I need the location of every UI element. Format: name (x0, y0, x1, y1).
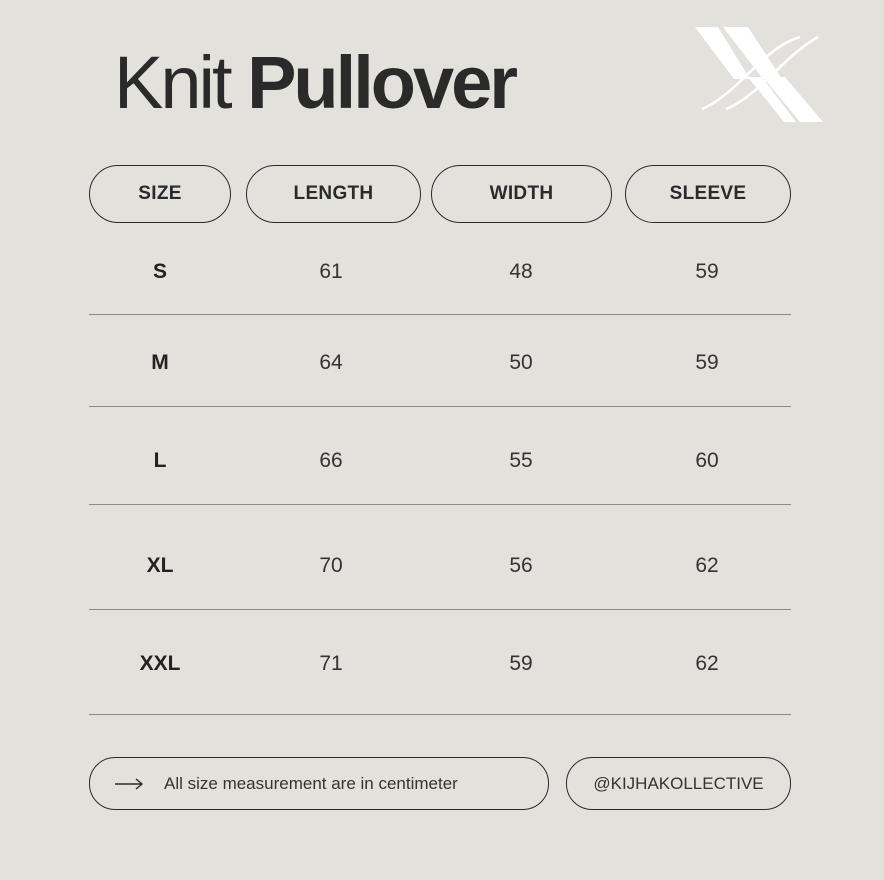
measurement-note: All size measurement are in centimeter (89, 757, 549, 810)
measurement-cell: 59 (695, 260, 719, 283)
measurement-cell: 60 (695, 449, 719, 472)
measurement-cell: 64 (319, 351, 343, 374)
measurement-cell: 70 (319, 554, 343, 577)
size-label: M (151, 351, 169, 374)
note-text: All size measurement are in centimeter (164, 773, 458, 793)
title-bold: Pullover (247, 41, 518, 124)
page-title: Knit Pullover (114, 38, 518, 128)
title-light: Knit (114, 41, 233, 124)
header-width: WIDTH (431, 165, 612, 223)
measurement-cell: 66 (319, 449, 343, 472)
row-divider (89, 314, 791, 316)
kx-monogram-logo (695, 27, 823, 122)
size-label: S (152, 260, 168, 283)
measurement-cell: 55 (509, 449, 533, 472)
header-size: SIZE (89, 165, 231, 223)
row-divider (89, 609, 791, 611)
size-label: XXL (139, 652, 181, 675)
instagram-handle: @KIJHAKOLLECTIVE (566, 757, 791, 810)
measurement-cell: 56 (509, 554, 533, 577)
size-label: XL (146, 554, 174, 577)
measurement-cell: 48 (509, 260, 533, 283)
row-divider (89, 406, 791, 408)
row-divider (89, 504, 791, 506)
measurement-cell: 62 (695, 652, 719, 675)
measurement-cell: 61 (319, 260, 343, 283)
arrow-right-icon (115, 777, 144, 790)
measurement-cell: 59 (509, 652, 533, 675)
size-label: L (153, 449, 167, 472)
measurement-cell: 50 (509, 351, 533, 374)
measurement-cell: 71 (319, 652, 343, 675)
measurement-cell: 59 (695, 351, 719, 374)
header-sleeve: SLEEVE (625, 165, 791, 223)
header-length: LENGTH (246, 165, 421, 223)
row-divider (89, 714, 791, 716)
measurement-cell: 62 (695, 554, 719, 577)
